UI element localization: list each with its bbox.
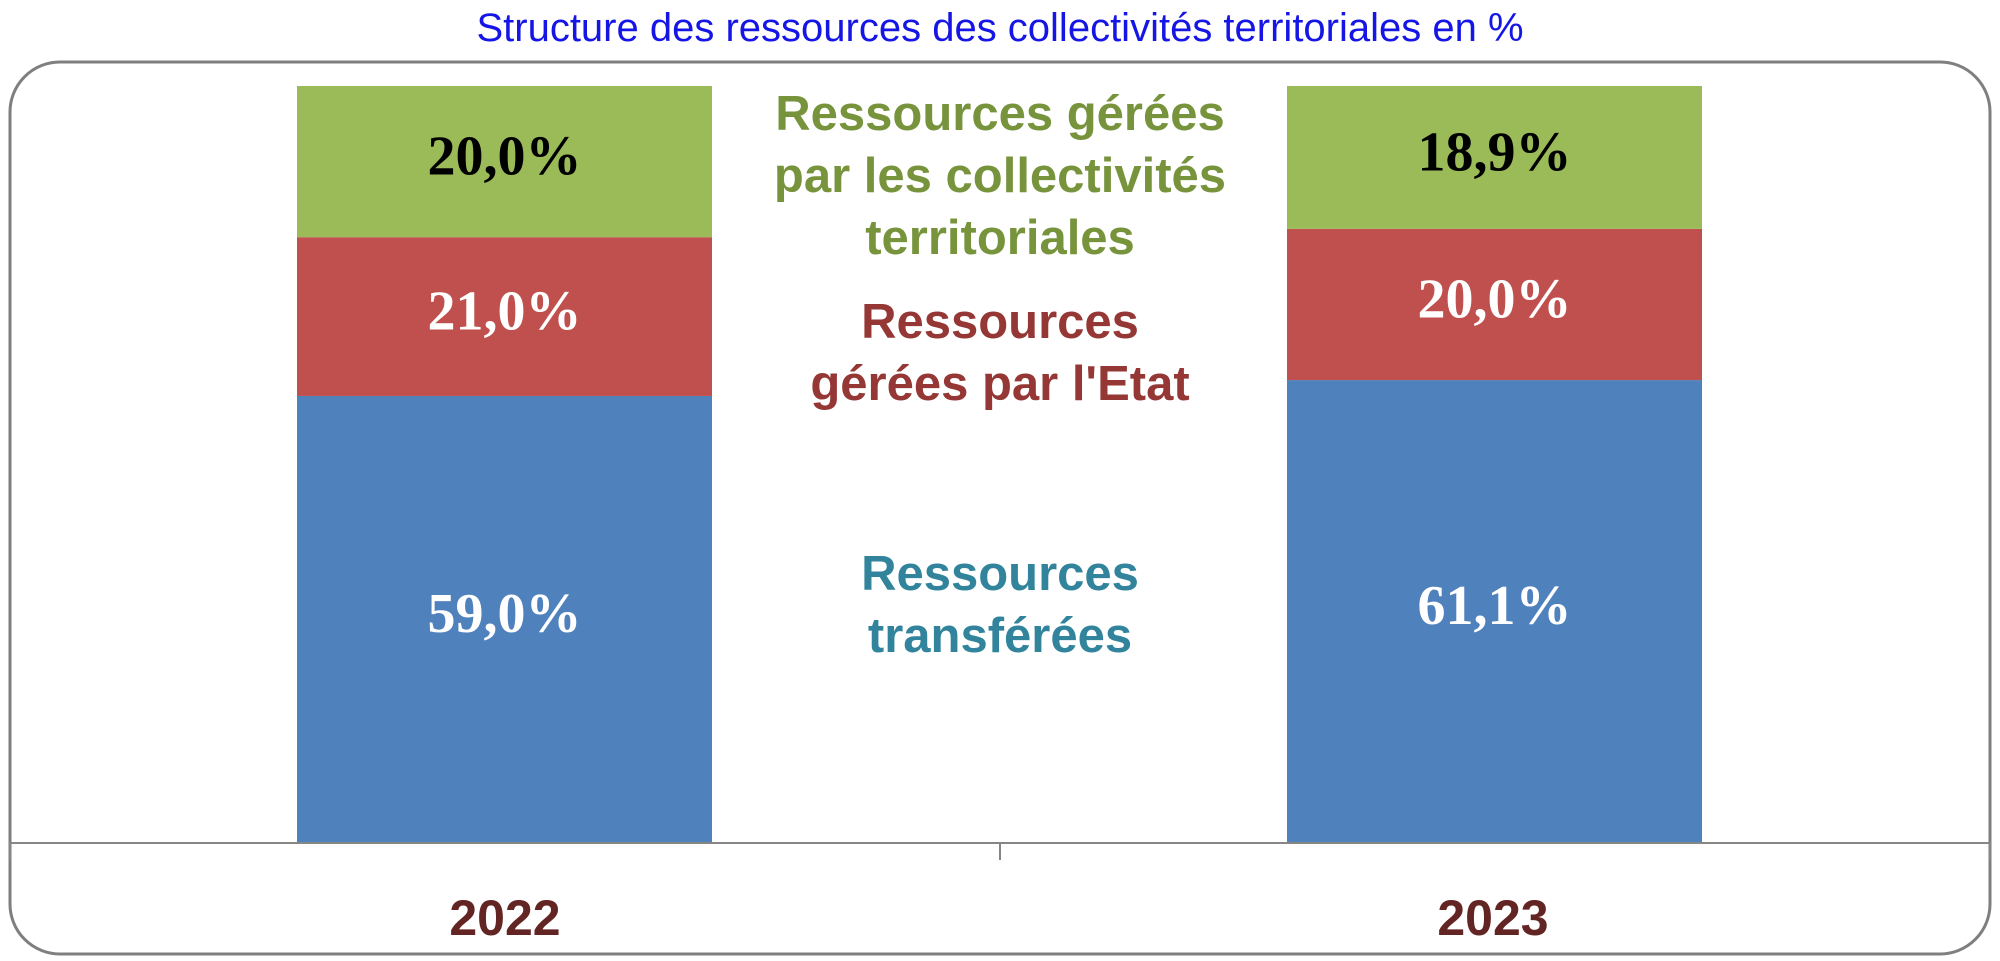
bar-value-label: 18,9% [1418,121,1572,183]
segment-labels-layer: 59,0% 21,0% 20,0% 61,1% 20,0% 18,9% Ressources… [428,87,1572,663]
series-label-line: Ressources [861,295,1139,349]
series-label-line: transférées [868,609,1132,663]
bar-value-label: 21,0% [428,280,582,342]
category-labels: 2022 2023 [449,890,1548,946]
series-label-line: Ressources [861,547,1139,601]
bar-segment-etat-2022 [297,237,712,396]
bar-value-label: 61,1% [1418,575,1572,637]
chart-title: Structure des ressources des collectivit… [476,6,1524,50]
series-label-line: Ressources gérées [775,87,1224,141]
series-label-transferees: Ressources transférées [861,547,1139,663]
x-axis [9,842,1991,860]
series-label-line: territoriales [865,211,1135,265]
bars-layer [297,86,1702,842]
bar-segment-etat-2023 [1287,228,1702,381]
category-label-2023: 2023 [1437,890,1548,946]
bar-segment-collectivites-2022 [297,86,712,238]
bar-segment-transferees-2023 [1287,380,1702,842]
bar-value-label: 20,0% [428,125,582,187]
bar-segment-collectivites-2023 [1287,86,1702,229]
bar-value-label: 20,0% [1418,268,1572,330]
series-label-line: gérées par l'Etat [810,357,1189,411]
series-label-collectivites: Ressources gérées par les collectivités te… [774,87,1226,265]
chart-frame [8,60,1992,956]
series-label-etat: Ressources gérées par l'Etat [810,295,1189,411]
bar-value-label: 59,0% [428,583,582,645]
category-label-2022: 2022 [449,890,560,946]
series-label-line: par les collectivités [774,149,1226,203]
bar-segment-transferees-2022 [297,395,712,842]
